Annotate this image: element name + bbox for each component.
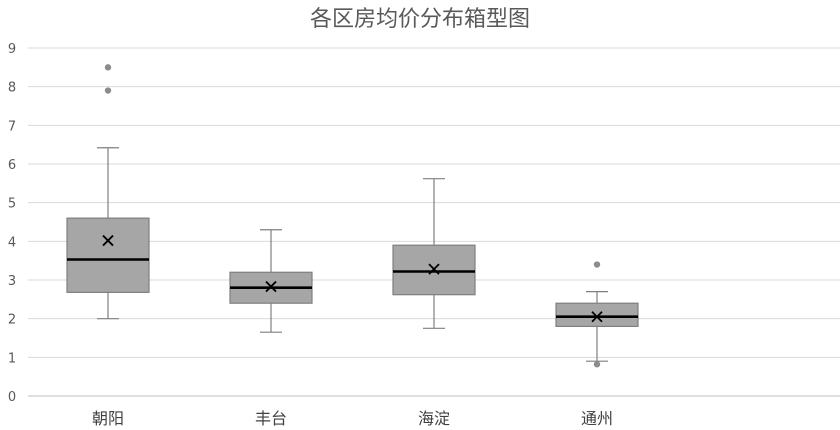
y-tick-label-3: 3 [8,274,16,289]
x-category-label-0: 朝阳 [92,409,124,428]
y-tick-label-0: 0 [8,390,16,405]
y-tick-label-5: 5 [8,197,16,212]
mean-marker-b [102,234,114,247]
y-tick-label-6: 6 [8,158,16,173]
mean-marker-b [591,311,603,323]
y-tick-label-8: 8 [8,81,16,96]
outlier-point-1 [593,261,601,268]
x-category-label-1: 丰台 [255,409,287,428]
x-category-label-3: 通州 [581,409,613,428]
y-axis-ticks: 0 1 2 3 4 5 6 7 8 9 [8,42,16,405]
mean-marker-b [265,280,277,293]
boxes-layer [66,64,639,368]
box-group-3 [555,261,639,368]
box-group-2 [392,178,476,329]
y-tick-label-9: 9 [8,42,16,57]
outlier-point-0 [104,87,112,94]
chart-title: 各区房均价分布箱型图 [310,7,530,32]
x-axis-categories: 朝阳 丰台 海淀 通州 [92,409,613,428]
box-group-1 [229,229,313,333]
y-tick-label-2: 2 [8,313,16,328]
box-iqr [555,302,639,328]
box-group-0 [66,64,150,320]
x-category-label-2: 海淀 [418,409,450,428]
mean-marker-b [428,263,440,275]
box-iqr [66,217,150,293]
outlier-point-0 [593,361,601,368]
y-tick-label-4: 4 [8,235,16,250]
y-tick-label-7: 7 [8,119,16,134]
outlier-point-1 [104,64,112,71]
y-tick-label-1: 1 [8,351,16,366]
